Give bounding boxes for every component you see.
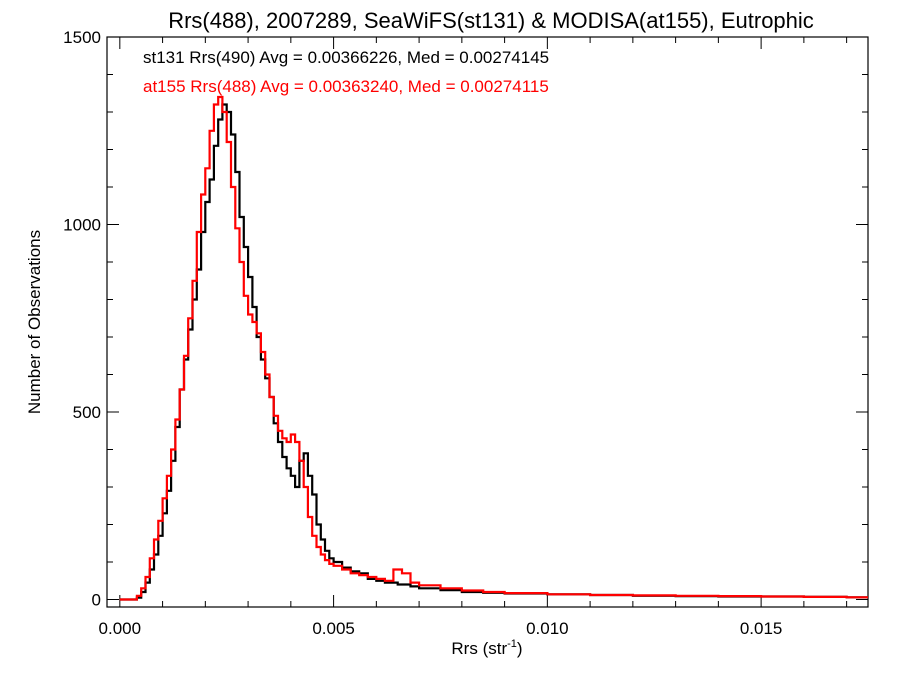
chart-title: Rrs(488), 2007289, SeaWiFS(st131) & MODI…: [168, 8, 814, 33]
y-axis-label: Number of Observations: [25, 230, 44, 414]
y-tick-label: 500: [73, 403, 101, 422]
legend-entry-at155: at155 Rrs(488) Avg = 0.00363240, Med = 0…: [143, 77, 549, 96]
series-layer: [119, 95, 868, 601]
series-at155-line: [119, 95, 868, 601]
y-tick-label: 1000: [63, 216, 101, 235]
y-tick-label: 0: [92, 591, 101, 610]
x-tick-label: 0.000: [99, 619, 142, 638]
axis-ticks: [107, 36, 868, 607]
x-tick-label: 0.010: [526, 619, 569, 638]
legend-entry-st131: st131 Rrs(490) Avg = 0.00366226, Med = 0…: [143, 48, 549, 67]
x-axis-label: Rrs (str-1): [451, 638, 522, 658]
x-tick-label: 0.015: [740, 619, 783, 638]
x-axis-label-main: Rrs (str: [451, 639, 507, 658]
x-tick-label: 0.005: [312, 619, 355, 638]
x-axis-label-close: ): [517, 639, 523, 658]
plot-frame: [106, 36, 869, 608]
x-axis-label-sup: -1: [507, 638, 517, 650]
axis-tick-labels: 0.000 0.005 0.010 0.015 0 500 1000 1500: [63, 28, 782, 638]
y-tick-label: 1500: [63, 28, 101, 47]
